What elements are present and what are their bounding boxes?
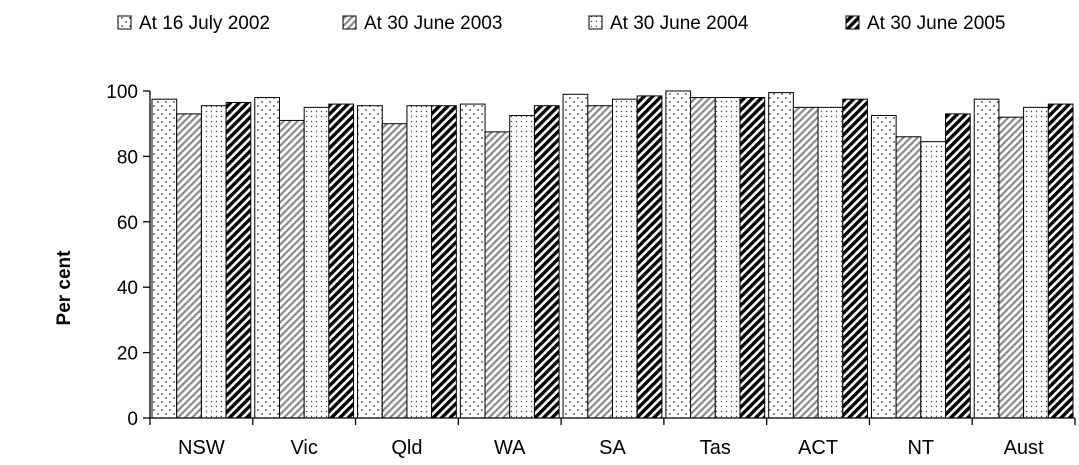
bar-series-group bbox=[151, 90, 1074, 419]
legend-label: At 30 June 2003 bbox=[364, 13, 502, 34]
y-tick-label: 20 bbox=[117, 344, 138, 365]
legend-label: At 30 June 2005 bbox=[867, 13, 1005, 34]
legend-item: At 30 June 2005 bbox=[845, 13, 1005, 34]
x-tick-label: Vic bbox=[290, 437, 317, 459]
bar-series bbox=[151, 90, 1000, 419]
bar bbox=[665, 90, 692, 419]
bar bbox=[484, 131, 511, 419]
bar bbox=[842, 98, 868, 419]
bar bbox=[739, 97, 766, 419]
bar bbox=[406, 105, 433, 419]
bar bbox=[636, 95, 663, 419]
x-tick-label: NSW bbox=[178, 437, 225, 459]
bar bbox=[945, 113, 971, 419]
legend-item: At 30 June 2004 bbox=[588, 13, 749, 34]
x-tick-label: Aust bbox=[1004, 437, 1044, 459]
bar bbox=[562, 93, 589, 419]
bar bbox=[612, 98, 638, 419]
bar bbox=[920, 141, 947, 419]
bar bbox=[1023, 106, 1049, 419]
x-axis: NSW Vic Qld WA SA Tas ACT NT Aust bbox=[149, 417, 1076, 459]
y-tick-label: 60 bbox=[117, 213, 138, 234]
bar bbox=[431, 105, 457, 419]
y-axis: 0 20 40 60 80 100 bbox=[106, 82, 151, 430]
legend-item: At 30 June 2003 bbox=[342, 13, 502, 34]
x-tick-label: Tas bbox=[700, 437, 731, 459]
legend-swatch bbox=[588, 15, 603, 30]
x-tick-label: ACT bbox=[798, 437, 838, 459]
bar bbox=[357, 105, 383, 419]
bar bbox=[509, 115, 535, 419]
bar bbox=[817, 106, 844, 419]
bar-series bbox=[225, 95, 1074, 419]
x-tick-label: NT bbox=[907, 437, 934, 459]
bar bbox=[870, 115, 897, 419]
legend-swatch bbox=[117, 15, 132, 30]
legend-label: At 16 July 2002 bbox=[139, 13, 270, 34]
bar bbox=[278, 119, 305, 419]
x-tick-label: Qld bbox=[391, 437, 422, 459]
bar-series bbox=[176, 97, 1025, 419]
bar bbox=[151, 98, 178, 419]
legend: At 16 July 2002 At 30 June 2003 At 30 June… bbox=[117, 13, 1005, 34]
bar bbox=[768, 92, 794, 419]
bar bbox=[328, 103, 355, 419]
bar bbox=[176, 113, 202, 419]
bar bbox=[254, 97, 280, 419]
x-tick-label: WA bbox=[494, 437, 526, 459]
bar bbox=[895, 136, 922, 419]
bar bbox=[200, 105, 227, 419]
bar bbox=[459, 103, 486, 419]
bar bbox=[225, 101, 252, 419]
legend-label: At 30 June 2004 bbox=[610, 13, 749, 34]
bar bbox=[381, 123, 408, 419]
y-tick-label: 100 bbox=[106, 82, 138, 103]
bar bbox=[792, 106, 819, 419]
bar bbox=[998, 116, 1025, 419]
y-tick-label: 40 bbox=[117, 278, 138, 299]
legend-swatch bbox=[845, 15, 860, 30]
bar bbox=[973, 98, 1000, 419]
y-axis-label: Per cent bbox=[54, 250, 75, 326]
bar bbox=[1047, 103, 1074, 419]
bar bbox=[303, 106, 330, 419]
bar bbox=[587, 105, 613, 419]
bar bbox=[714, 97, 741, 419]
bar bbox=[533, 105, 560, 419]
bar bbox=[690, 97, 716, 419]
legend-swatch bbox=[342, 15, 357, 30]
y-tick-label: 0 bbox=[127, 409, 138, 430]
y-tick-label: 80 bbox=[117, 147, 138, 168]
legend-item: At 16 July 2002 bbox=[117, 13, 270, 34]
x-tick-label: SA bbox=[599, 437, 626, 459]
